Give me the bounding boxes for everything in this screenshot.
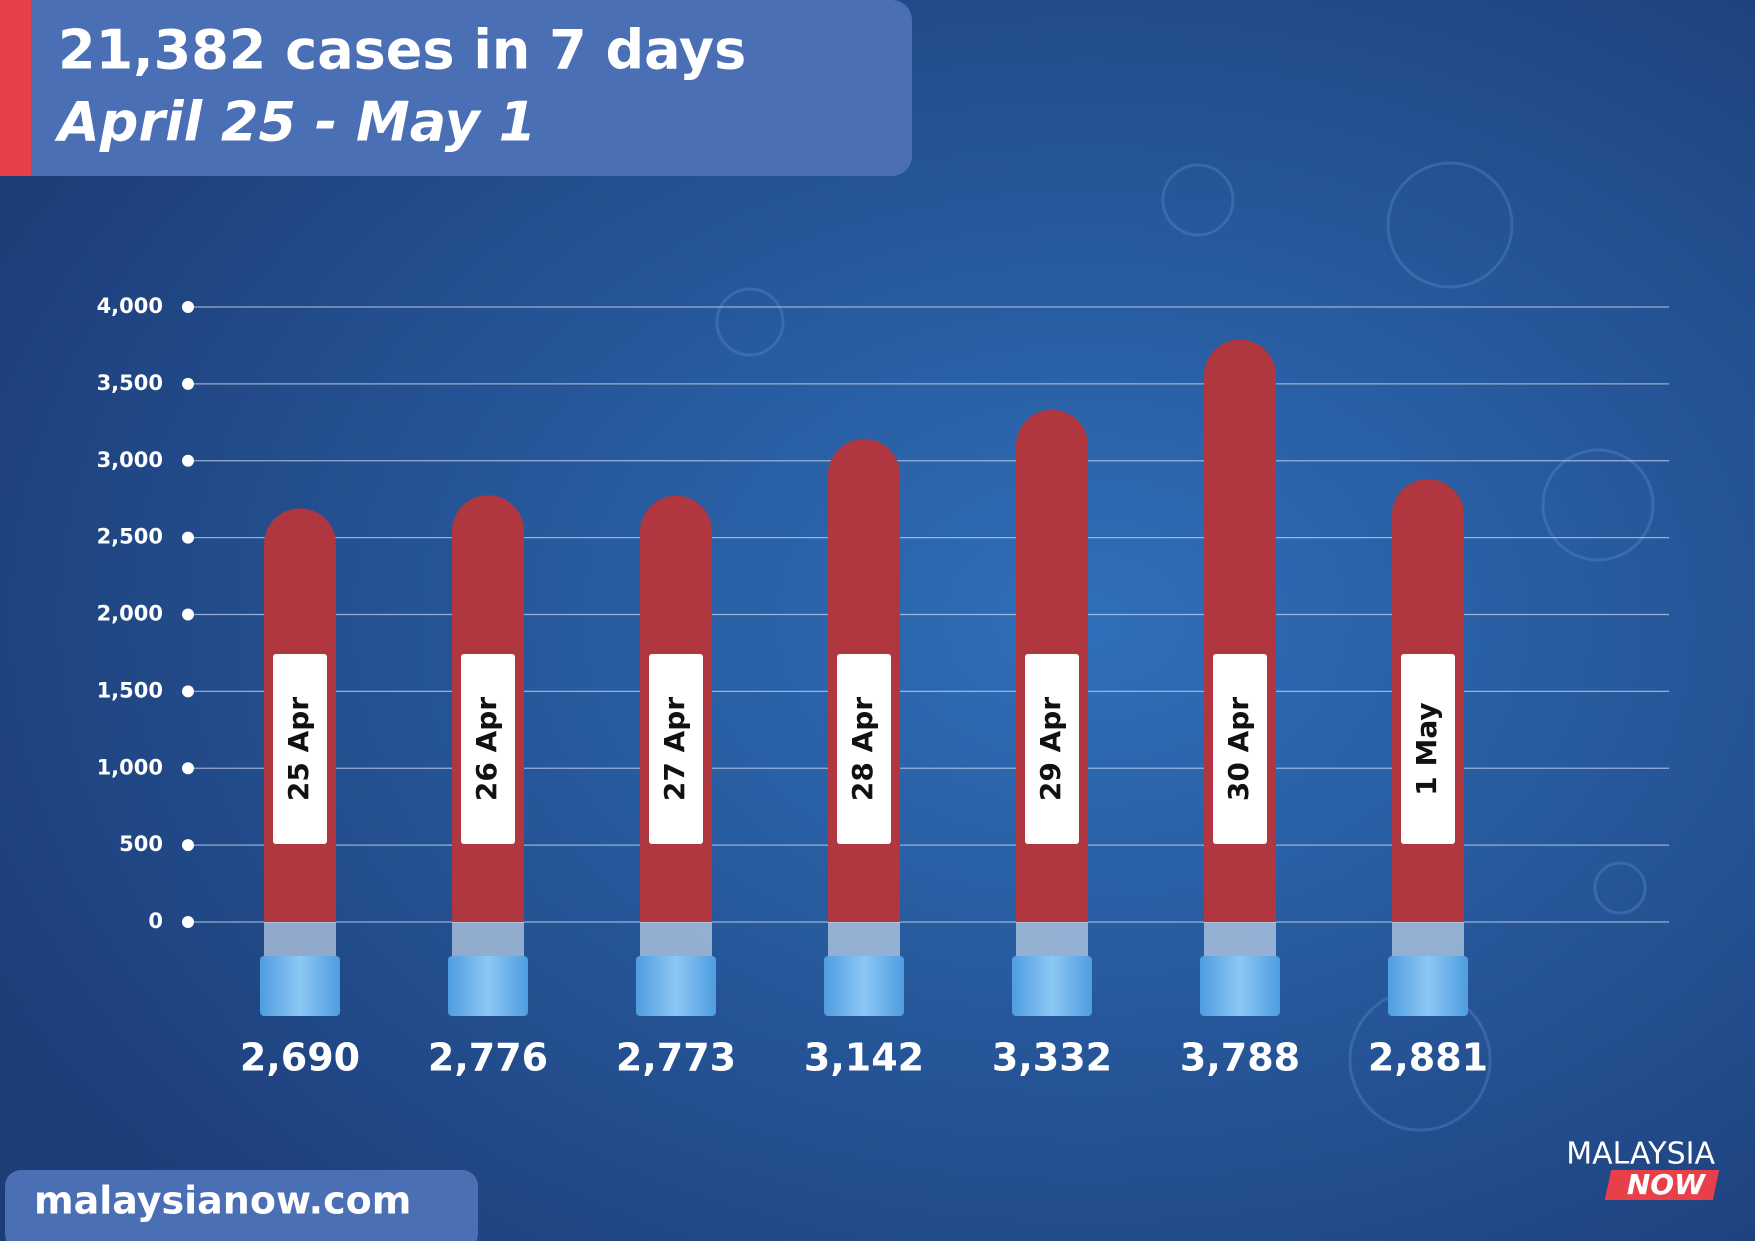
tube-neck <box>640 922 712 958</box>
x-tick-label: 26 Apr <box>470 697 503 801</box>
tube-cap <box>1012 956 1092 1016</box>
x-tick-label: 25 Apr <box>282 697 315 801</box>
y-tick-label: 0 <box>148 909 163 933</box>
tick-dot <box>182 531 194 544</box>
y-tick-label: 2,000 <box>97 602 163 626</box>
title-box <box>0 0 912 176</box>
y-tick-label: 4,000 <box>97 294 163 318</box>
value-label: 3,788 <box>1180 1036 1300 1080</box>
y-tick-label: 3,500 <box>97 371 163 395</box>
tick-dot <box>182 608 194 621</box>
y-tick-label: 2,500 <box>97 525 163 549</box>
x-tick-label: 27 Apr <box>658 697 691 801</box>
tube-neck <box>1392 922 1464 958</box>
tick-dot <box>182 685 194 698</box>
x-tick-label: 1 May <box>1410 702 1443 795</box>
logo-top: MALAYSIA <box>1566 1137 1715 1172</box>
website: malaysianow.com <box>34 1179 411 1223</box>
date-box <box>1213 654 1267 844</box>
tick-dot <box>182 454 194 467</box>
x-tick-label: 29 Apr <box>1034 697 1067 801</box>
tube-neck <box>1204 922 1276 958</box>
tube-cap <box>824 956 904 1016</box>
y-tick-label: 1,000 <box>97 755 163 779</box>
tube-cap <box>636 956 716 1016</box>
tick-dot <box>182 301 194 313</box>
date-box <box>837 654 891 844</box>
chart-title: 21,382 cases in 7 days <box>58 19 746 82</box>
tube-neck <box>452 922 524 958</box>
tick-dot <box>182 762 194 775</box>
value-label: 3,142 <box>804 1036 924 1080</box>
footer-box <box>5 1170 478 1245</box>
logo-bottom: NOW <box>1627 1168 1706 1201</box>
tick-dot <box>182 916 194 928</box>
y-tick-label: 3,000 <box>97 448 163 472</box>
logo-bar <box>1604 1170 1720 1200</box>
date-box <box>649 654 703 844</box>
title-accent <box>0 0 31 176</box>
date-box <box>1025 654 1079 844</box>
tube-neck <box>1016 922 1088 958</box>
tube-neck <box>264 922 336 958</box>
tube-cap <box>448 956 528 1016</box>
tube-cap <box>1388 956 1468 1016</box>
x-tick-label: 30 Apr <box>1222 697 1255 801</box>
date-box <box>1401 654 1455 844</box>
value-label: 3,332 <box>992 1036 1112 1080</box>
tube-cap <box>1200 956 1280 1016</box>
value-label: 2,690 <box>240 1036 360 1080</box>
value-label: 2,881 <box>1368 1036 1488 1080</box>
date-box <box>273 654 327 844</box>
tick-dot <box>182 839 194 852</box>
tick-dot <box>182 377 194 390</box>
tube-neck <box>828 922 900 958</box>
decoration <box>715 161 1655 1132</box>
y-tick-label: 500 <box>119 832 163 856</box>
x-tick-label: 28 Apr <box>846 697 879 801</box>
value-label: 2,773 <box>616 1036 736 1080</box>
tube-cap <box>260 956 340 1016</box>
chart-subtitle: April 25 - May 1 <box>54 91 536 154</box>
date-box <box>461 654 515 844</box>
value-label: 2,776 <box>428 1036 548 1080</box>
y-tick-label: 1,500 <box>97 678 163 702</box>
